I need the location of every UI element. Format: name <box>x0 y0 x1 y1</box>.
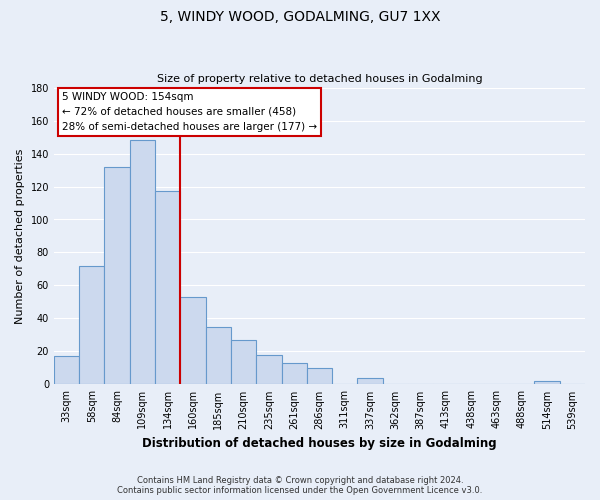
Bar <box>535 381 560 384</box>
Bar <box>206 326 231 384</box>
Title: Size of property relative to detached houses in Godalming: Size of property relative to detached ho… <box>157 74 482 84</box>
Bar <box>181 297 206 384</box>
Bar <box>231 340 256 384</box>
Bar <box>104 166 130 384</box>
Bar <box>358 378 383 384</box>
X-axis label: Distribution of detached houses by size in Godalming: Distribution of detached houses by size … <box>142 437 497 450</box>
Bar <box>307 368 332 384</box>
Text: Contains HM Land Registry data © Crown copyright and database right 2024.
Contai: Contains HM Land Registry data © Crown c… <box>118 476 482 495</box>
Y-axis label: Number of detached properties: Number of detached properties <box>15 148 25 324</box>
Bar <box>281 363 307 384</box>
Bar <box>79 266 104 384</box>
Text: 5, WINDY WOOD, GODALMING, GU7 1XX: 5, WINDY WOOD, GODALMING, GU7 1XX <box>160 10 440 24</box>
Bar <box>54 356 79 384</box>
Bar <box>155 192 181 384</box>
Bar <box>130 140 155 384</box>
Text: 5 WINDY WOOD: 154sqm
← 72% of detached houses are smaller (458)
28% of semi-deta: 5 WINDY WOOD: 154sqm ← 72% of detached h… <box>62 92 317 132</box>
Bar <box>256 354 281 384</box>
